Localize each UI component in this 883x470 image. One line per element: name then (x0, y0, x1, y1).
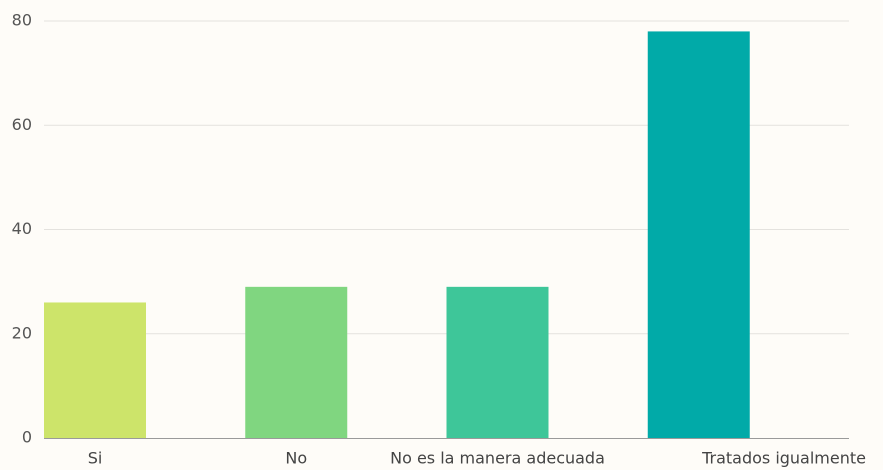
bar (44, 302, 146, 438)
y-axis-tick-labels: 0 20 40 60 80 (12, 11, 32, 447)
y-tick-label: 0 (22, 428, 32, 447)
x-category-label: No (285, 449, 307, 468)
x-category-label: Tratados igualmente (701, 449, 866, 468)
bar (245, 286, 348, 438)
y-tick-label: 80 (12, 11, 32, 30)
y-tick-label: 60 (12, 115, 32, 134)
bar (647, 31, 750, 439)
x-category-label: No es la manera adecuada (390, 449, 605, 468)
y-tick-label: 20 (12, 323, 32, 342)
x-category-label: Si (88, 449, 103, 468)
y-tick-label: 40 (12, 219, 32, 238)
bar (446, 286, 549, 438)
x-axis-category-labels: Si No No es la manera adecuada Tratados igu… (88, 449, 866, 468)
bars (44, 31, 750, 439)
